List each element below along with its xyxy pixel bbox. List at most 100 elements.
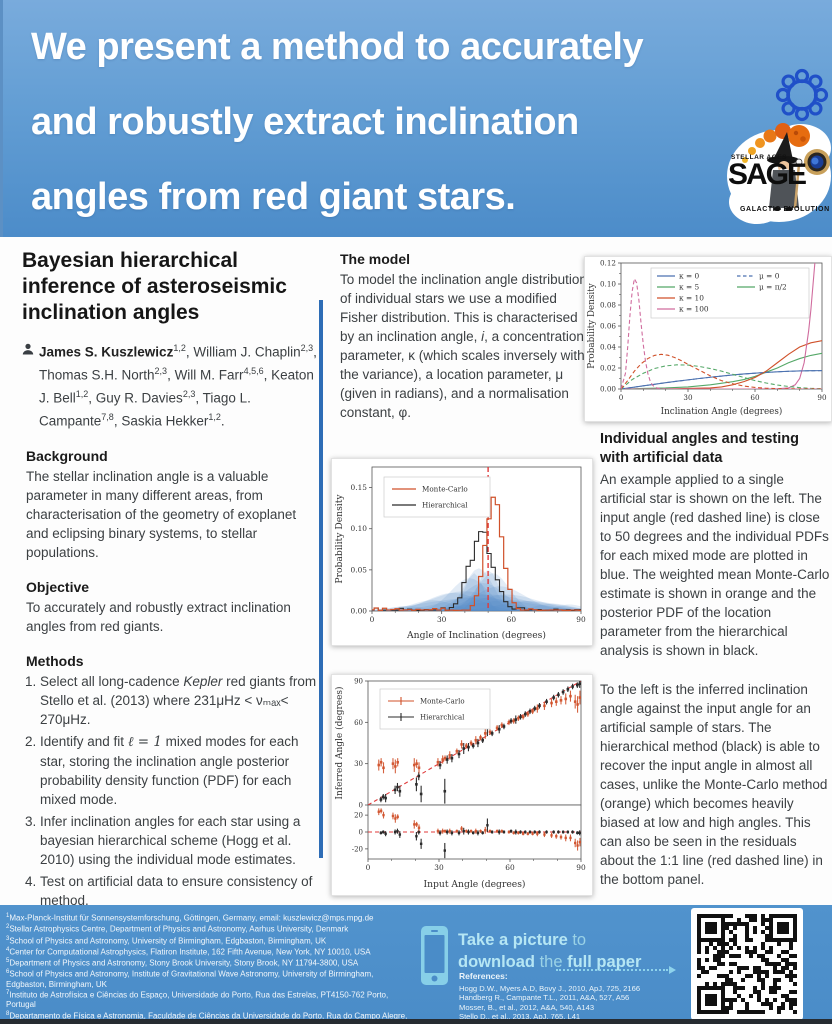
svg-text:κ = 5: κ = 5: [679, 283, 700, 292]
references-list: Hogg D.W., Myers A.D, Bovy J., 2010, ApJ…: [459, 984, 641, 1022]
method-item: Infer inclination angles for each star u…: [40, 812, 318, 869]
svg-text:0.10: 0.10: [600, 280, 616, 289]
svg-text:90: 90: [354, 678, 363, 686]
svg-text:μ = 0: μ = 0: [759, 272, 780, 281]
svg-text:Probability Density: Probability Density: [334, 494, 345, 584]
cta-bold-full-paper: full paper: [567, 953, 642, 971]
svg-text:30: 30: [683, 393, 693, 402]
svg-text:0.06: 0.06: [600, 322, 616, 331]
footer-bar: 1Max-Planck-Institut für Sonnensystemfor…: [0, 905, 832, 1024]
svg-text:60: 60: [750, 393, 760, 402]
background-section: Background The stellar inclination angle…: [22, 448, 318, 562]
references-label: References:: [459, 971, 508, 981]
cta-line-1: Take a picture to: [458, 929, 641, 951]
svg-text:0.05: 0.05: [351, 565, 368, 574]
cta-word-to: to: [567, 931, 587, 949]
methods-heading: Methods: [26, 653, 84, 669]
svg-text:90: 90: [817, 393, 827, 402]
svg-text:0.08: 0.08: [600, 301, 616, 310]
cta-line-2: download the full paper: [458, 951, 641, 973]
objective-section: Objective To accurately and robustly ext…: [22, 579, 318, 636]
cta-bold-take-a-picture: Take a picture: [458, 931, 568, 949]
svg-text:0: 0: [619, 393, 624, 402]
svg-text:0.00: 0.00: [351, 607, 368, 616]
poster-title: We present a method to accurately and ro…: [31, 10, 644, 235]
svg-text:0.04: 0.04: [600, 343, 616, 352]
inferred-vs-input-chart: 0 30 60 90 -20 0 20 0 30 60 90 Input Angle (degrees…: [331, 674, 593, 896]
svg-text:μ = π/2: μ = π/2: [759, 283, 787, 292]
individual-heading: Individual angles and testing with artif…: [600, 431, 799, 466]
authors-list: James S. Kuszlewicz1,2, William J. Chapl…: [39, 343, 317, 429]
svg-text:0.02: 0.02: [600, 364, 616, 373]
right-column-individual: Individual angles and testing with artif…: [600, 430, 830, 660]
svg-text:Input Angle (degrees): Input Angle (degrees): [423, 879, 525, 890]
sage-logo-text-bottom: GALACTIC EVOLUTION: [740, 206, 830, 213]
background-body: The stellar inclination angle is a valua…: [26, 469, 297, 560]
svg-text:κ = 0: κ = 0: [679, 272, 700, 281]
svg-text:20: 20: [354, 812, 363, 820]
method-item: Select all long-cadence Kepler red giant…: [40, 672, 318, 729]
fisher-distribution-chart: 0.00 0.02 0.04 0.06 0.08 0.10 0.12 0 30 60 90 Incli…: [584, 256, 832, 422]
single-star-pdf-chart: 0.00 0.05 0.10 0.15 0 30 60 90 Angle of Inclinat…: [331, 458, 593, 646]
methods-list: Select all long-cadence Kepler red giant…: [22, 672, 318, 910]
cta-bold-download: download: [458, 953, 535, 971]
svg-text:Monte-Carlo: Monte-Carlo: [420, 698, 465, 706]
background-heading: Background: [26, 448, 108, 464]
section-title: Bayesian hierarchical inference of aster…: [22, 249, 287, 324]
objective-heading: Objective: [26, 579, 90, 595]
left-column: Bayesian hierarchical inference of aster…: [22, 248, 318, 913]
person-icon: [22, 343, 34, 355]
svg-text:κ = 10: κ = 10: [679, 294, 704, 303]
sage-logo-text-top: STELLAR AGES: [731, 154, 787, 161]
svg-text:0.00: 0.00: [600, 385, 616, 394]
svg-text:Hierarchical: Hierarchical: [420, 714, 465, 722]
sage-logo-art: [727, 123, 831, 224]
svg-text:0: 0: [359, 829, 363, 837]
svg-text:30: 30: [437, 615, 447, 624]
svg-text:0.10: 0.10: [351, 524, 368, 533]
svg-text:0: 0: [370, 615, 375, 624]
cta-text: Take a picture to download the full pape…: [458, 929, 641, 973]
svg-text:Monte-Carlo: Monte-Carlo: [422, 485, 468, 494]
left-panel-note: To the left is the inferred inclination …: [600, 682, 828, 887]
svg-text:90: 90: [576, 615, 586, 624]
svg-text:60: 60: [507, 615, 517, 624]
sage-logo: STELLAR AGES SAGE GALACTIC EVOLUTION: [727, 118, 832, 232]
svg-text:Hierarchical: Hierarchical: [422, 501, 468, 510]
svg-text:0.15: 0.15: [351, 483, 368, 492]
svg-text:κ = 100: κ = 100: [679, 305, 709, 314]
svg-text:Angle of Inclination (degrees): Angle of Inclination (degrees): [406, 630, 546, 641]
model-body: To model the inclination angle distribut…: [340, 272, 587, 420]
title-line-3: angles from red giant stars.: [31, 176, 516, 218]
dotted-arrow-icon: [556, 966, 676, 974]
svg-text:90: 90: [576, 863, 586, 872]
methods-section: Methods Select all long-cadence Kepler r…: [22, 653, 318, 910]
svg-text:30: 30: [354, 760, 363, 768]
title-line-2: and robustly extract inclination: [31, 101, 579, 143]
svg-text:0: 0: [366, 863, 371, 872]
svg-text:60: 60: [505, 863, 515, 872]
svg-text:Inferred Angle (degrees): Inferred Angle (degrees): [334, 686, 345, 799]
column-divider: [319, 300, 323, 858]
bottom-edge: [0, 1019, 832, 1024]
method-item: Test on artificial data to ensure consis…: [40, 872, 318, 910]
header-banner: We present a method to accurately and ro…: [0, 0, 832, 237]
right-column-note: To the left is the inferred inclination …: [600, 680, 830, 889]
svg-text:60: 60: [354, 719, 363, 727]
authors-block: James S. Kuszlewicz1,2, William J. Chapl…: [22, 339, 318, 431]
svg-text:0.12: 0.12: [600, 259, 616, 268]
svg-text:Inclination Angle (degrees): Inclination Angle (degrees): [661, 406, 783, 417]
svg-text:Probability Density: Probability Density: [587, 283, 597, 368]
title-line-1: We present a method to accurately: [31, 26, 644, 68]
individual-body: An example applied to a single artificia…: [600, 472, 830, 658]
svg-text:-20: -20: [352, 845, 363, 853]
middle-column: The model To model the inclination angle…: [340, 251, 590, 422]
affiliations-list: 1Max-Planck-Institut für Sonnensystemfor…: [6, 913, 408, 1024]
phone-icon: [421, 926, 448, 985]
sage-logo-text-main: SAGE: [728, 158, 807, 191]
sun-ring-icon: [775, 68, 829, 122]
method-item: Identify and fit ℓ = 1 mixed modes for e…: [40, 732, 318, 809]
objective-body: To accurately and robustly extract incli…: [26, 600, 291, 634]
svg-text:30: 30: [434, 863, 444, 872]
